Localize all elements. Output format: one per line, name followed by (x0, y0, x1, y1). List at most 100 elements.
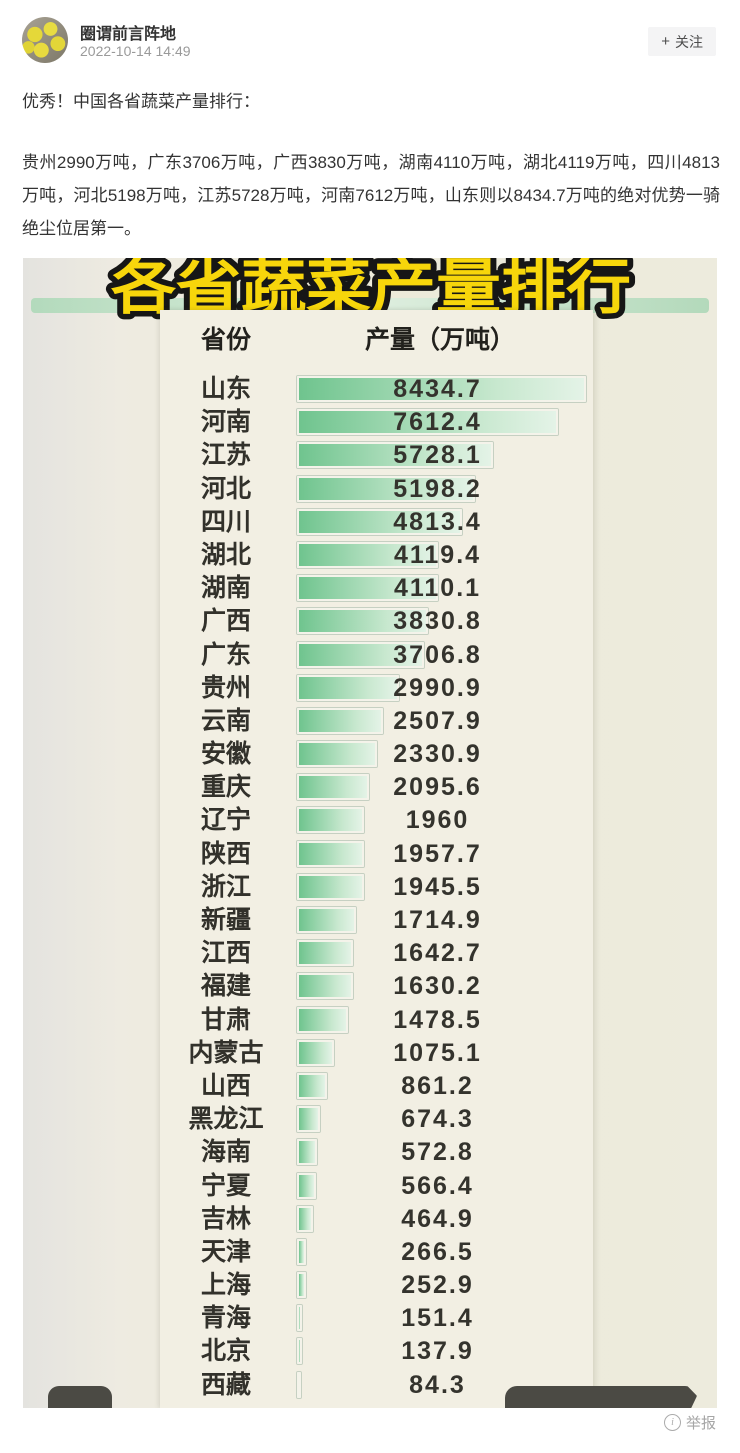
table-row: 内蒙古 1075.1 (160, 1037, 593, 1070)
production-value: 861.2 (401, 1071, 474, 1100)
province-label: 辽宁 (200, 806, 251, 835)
province-label: 江苏 (200, 441, 251, 470)
bar-track (297, 1006, 586, 1033)
bar-track (297, 774, 586, 801)
bar-track (297, 1371, 586, 1398)
post-body-text: 贵州2990万吨，广东3706万吨，广西3830万吨，湖南4110万吨，湖北41… (22, 153, 720, 238)
bar-track (297, 741, 586, 768)
production-value: 3706.8 (393, 640, 482, 669)
production-bar (297, 1139, 317, 1166)
production-value: 566.4 (401, 1171, 474, 1200)
column-header-province: 省份 (200, 326, 251, 354)
production-bar (297, 376, 586, 402)
bar-track (297, 1272, 586, 1299)
table-row: 天津 266.5 (160, 1236, 593, 1269)
production-value: 572.8 (401, 1138, 474, 1167)
table-row: 山西 861.2 (160, 1070, 593, 1103)
table-row: 湖南 4110.1 (160, 572, 593, 605)
production-bar (297, 1039, 334, 1066)
table-row: 湖北 4119.4 (160, 539, 593, 572)
bar-track (297, 907, 586, 933)
production-bar (297, 940, 354, 967)
production-value: 137.9 (401, 1337, 474, 1366)
province-label: 青海 (200, 1304, 251, 1333)
province-label: 福建 (200, 972, 251, 1001)
production-value: 4119.4 (393, 540, 482, 569)
production-value: 1630.2 (393, 972, 482, 1001)
province-label: 陕西 (200, 839, 251, 868)
bar-track (297, 541, 586, 568)
province-label: 吉林 (200, 1204, 251, 1233)
avatar[interactable] (22, 17, 68, 63)
production-bar (297, 774, 369, 801)
production-bar (297, 575, 438, 602)
production-bar (297, 707, 383, 734)
production-bar (297, 907, 356, 933)
table-rows: 山东 8434.7 河南 7612.4 江苏 5728.1 河北 5198.2 四川 4813.4… (160, 373, 593, 1402)
production-value: 8434.7 (393, 375, 482, 403)
production-bar (297, 807, 365, 834)
table-row: 江苏 5728.1 (160, 439, 593, 472)
table-row: 江西 1642.7 (160, 937, 593, 970)
table-row: 安徽 2330.9 (160, 738, 593, 771)
production-value: 4813.4 (393, 507, 482, 536)
table-row: 陕西 1957.7 (160, 838, 593, 871)
production-bar (297, 1338, 302, 1365)
bar-track (297, 674, 586, 701)
production-value: 5198.2 (393, 474, 482, 503)
province-label: 贵州 (200, 673, 251, 702)
province-label: 云南 (200, 706, 251, 735)
table-row: 宁夏 566.4 (160, 1170, 593, 1203)
author-name[interactable]: 圈谓前言阵地 (80, 26, 177, 43)
production-value: 252.9 (401, 1271, 474, 1300)
table-header: 省份 产量（万吨） (160, 322, 593, 358)
production-value: 2990.9 (393, 673, 482, 702)
production-bar (297, 674, 400, 701)
post-image-vegetable-ranking[interactable]: 各省蔬菜产量排行 省份 产量（万吨） 山东 8434.7 河南 7612.4 江苏 572… (23, 258, 717, 1408)
bar-track (297, 1205, 586, 1232)
production-bar (297, 1072, 327, 1099)
province-label: 湖北 (200, 540, 251, 569)
info-icon: i (663, 1414, 681, 1431)
production-bar (297, 1205, 313, 1232)
table-row: 重庆 2095.6 (160, 771, 593, 804)
follow-button[interactable]: + 关注 (648, 27, 716, 56)
column-header-production: 产量（万吨） (364, 326, 515, 354)
province-label: 重庆 (200, 773, 251, 802)
production-value: 2330.9 (393, 740, 482, 769)
production-value: 1714.9 (393, 906, 482, 934)
bar-track (297, 973, 586, 1000)
production-value: 151.4 (401, 1304, 474, 1333)
report-link[interactable]: i 举报 (663, 1412, 716, 1433)
production-bar (297, 1006, 348, 1033)
production-value: 674.3 (401, 1105, 474, 1134)
bar-track (297, 1338, 586, 1365)
bar-track (297, 1305, 586, 1332)
bar-track (297, 1238, 586, 1265)
bar-track (297, 508, 586, 535)
production-value: 464.9 (401, 1204, 474, 1233)
table-row: 黑龙江 674.3 (160, 1103, 593, 1136)
bar-track (297, 1172, 586, 1199)
production-bar (297, 1305, 303, 1332)
bar-track (297, 940, 586, 967)
province-label: 四川 (200, 507, 251, 536)
table-row: 广东 3706.8 (160, 639, 593, 672)
production-bar (297, 1272, 306, 1299)
bar-track (297, 641, 586, 668)
production-bar (297, 508, 462, 535)
bar-track (297, 575, 586, 602)
table-row: 贵州 2990.9 (160, 672, 593, 705)
production-value: 2507.9 (393, 706, 482, 735)
post-timestamp: 2022-10-14 14:49 (80, 43, 191, 59)
table-row: 广西 3830.8 (160, 605, 593, 638)
bar-track (297, 1039, 586, 1066)
production-value: 2095.6 (393, 773, 482, 802)
bottom-right-overlay-shape (505, 1386, 697, 1408)
province-label: 甘肃 (200, 1005, 251, 1034)
production-value: 5728.1 (393, 441, 482, 470)
production-bar (297, 1106, 321, 1133)
table-row: 浙江 1945.5 (160, 871, 593, 904)
bottom-left-overlay-shape (48, 1386, 112, 1408)
table-row: 北京 137.9 (160, 1335, 593, 1368)
